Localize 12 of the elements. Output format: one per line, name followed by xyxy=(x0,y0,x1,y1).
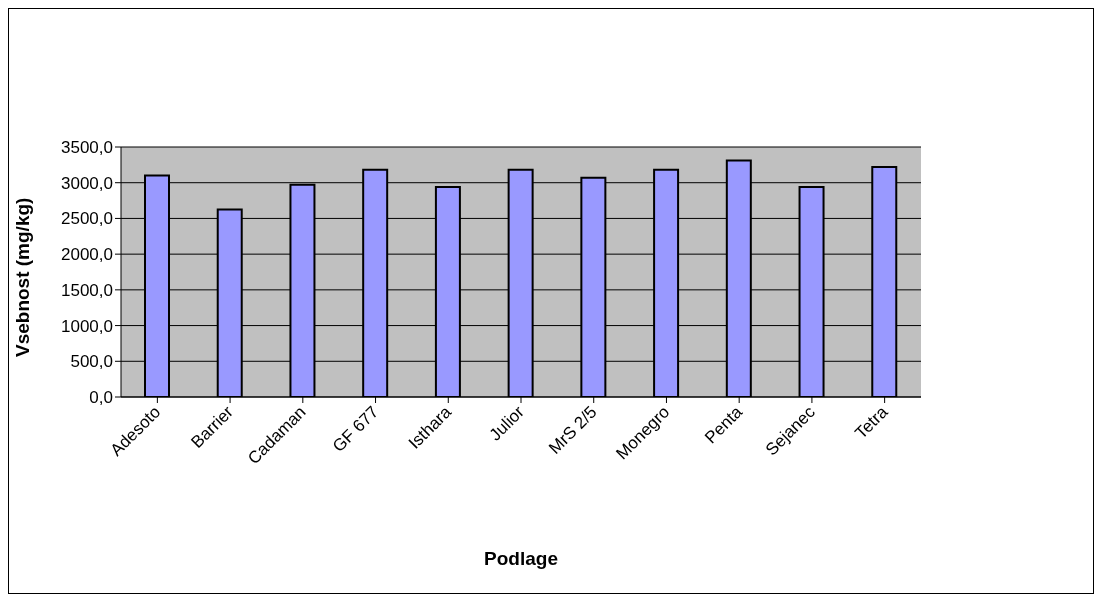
y-tick-label: 1000,0 xyxy=(61,316,113,336)
y-tick-label: 1500,0 xyxy=(61,280,113,300)
x-tick-label: MrS 2/5 xyxy=(545,402,601,458)
y-tick-label: 2000,0 xyxy=(61,245,113,265)
y-tick-label: 0,0 xyxy=(89,388,113,408)
y-axis-title: Vsebnost (mg/kg) xyxy=(11,197,33,357)
x-axis-title: Podlage xyxy=(484,548,558,569)
x-tick-label: GF 677 xyxy=(328,402,383,456)
y-tick-label: 3000,0 xyxy=(61,173,113,193)
y-tick-label: 2500,0 xyxy=(61,209,113,229)
y-tick-label: 500,0 xyxy=(70,352,113,372)
y-tick-label: 3500,0 xyxy=(61,138,113,158)
